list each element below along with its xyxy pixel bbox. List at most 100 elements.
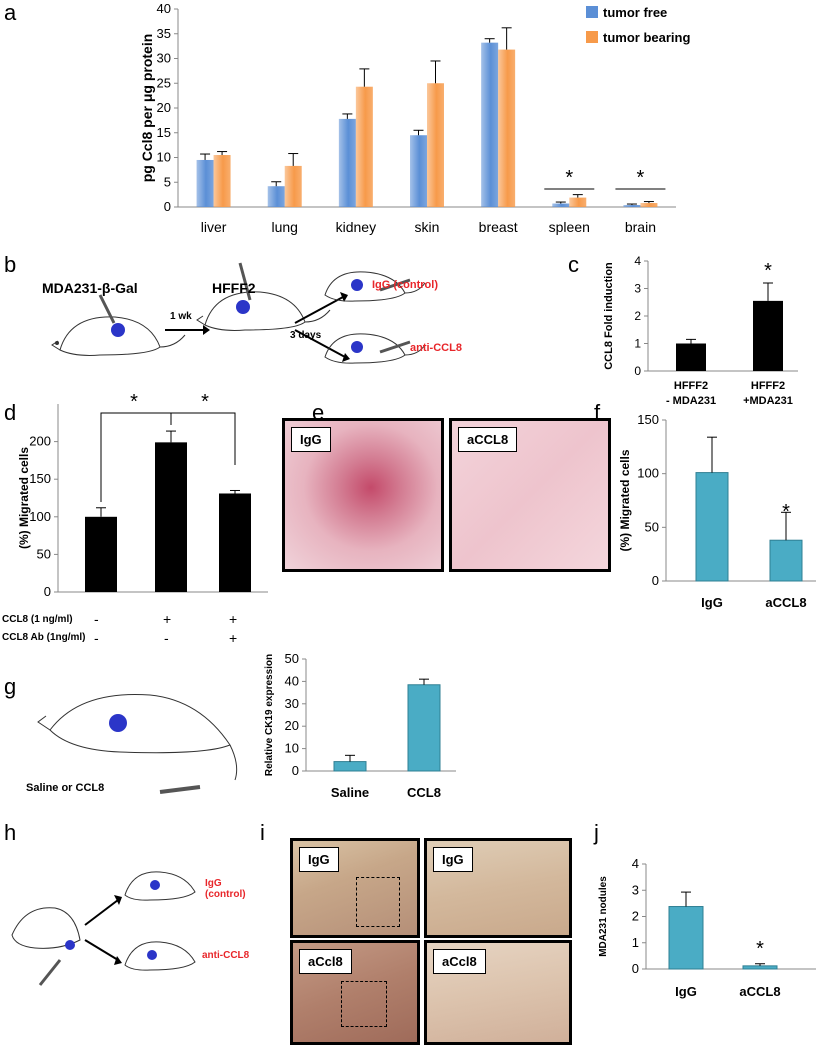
legend-label: tumor bearing <box>603 30 690 45</box>
bar <box>407 684 441 772</box>
x-tick-label: HFFF2 <box>751 380 785 392</box>
syringe-icon <box>98 294 116 324</box>
h-arm-control: IgG (control) <box>205 878 246 900</box>
bar-tumor-free <box>552 203 570 207</box>
y-tick-label: 2 <box>634 309 641 323</box>
bar <box>155 442 187 592</box>
significance-star: * <box>130 391 138 413</box>
panel-letter-g: g <box>4 674 17 699</box>
bar-tumor-bearing <box>640 203 658 207</box>
significance-star: * <box>201 391 209 413</box>
image-label: IgG <box>299 847 339 872</box>
chart-a: 0 5 10 15 20 25 30 35 40 pg Ccl8 per μg protein li… <box>139 1 690 235</box>
syringe-icon <box>379 278 411 292</box>
x-tick-label: breast <box>479 219 518 235</box>
d-row2-label: CCL8 Ab (1ng/ml) <box>2 632 86 643</box>
arm-control-label: IgG (control) <box>372 279 438 291</box>
panel-letter-i: i <box>260 820 265 845</box>
bar <box>753 300 783 371</box>
mouse-icon <box>11 907 81 949</box>
mouse-icon <box>51 316 186 356</box>
step2-label: 3 days <box>290 330 322 341</box>
zoom-box <box>356 877 400 927</box>
arrow-icon <box>84 939 119 961</box>
tumor-icon <box>109 714 127 732</box>
y-tick-label: 150 <box>637 412 659 427</box>
y-tick-label: 4 <box>634 254 641 268</box>
y-tick-label: 0 <box>292 763 299 778</box>
panel-letter-j: j <box>594 820 599 845</box>
y-tick-label: 30 <box>285 696 299 711</box>
d-row1-val3: + <box>229 611 238 627</box>
panel-letter-h: h <box>4 820 17 845</box>
syringe-icon <box>238 262 252 301</box>
y-tick-label: 40 <box>285 673 299 688</box>
x-tick-label: liver <box>201 219 227 235</box>
x-tick-label: aCCL8 <box>739 984 780 999</box>
y-tick-label: 5 <box>164 174 171 189</box>
bar <box>676 343 706 371</box>
x-tick-label: CCL8 <box>407 785 441 800</box>
mouse-icon <box>37 693 238 781</box>
significance-bracket <box>170 412 236 465</box>
significance-star: * <box>637 167 645 189</box>
image-label: IgG <box>433 847 473 872</box>
bar-tumor-bearing <box>498 49 516 208</box>
y-tick-label: 1 <box>632 935 639 950</box>
image-label: IgG <box>291 427 331 452</box>
x-tick-label: aCCL8 <box>765 595 806 610</box>
x-tick-label: IgG <box>675 984 697 999</box>
bar-tumor-bearing <box>427 83 444 207</box>
d-row1-val1: - <box>94 611 99 627</box>
y-tick-label: 0 <box>44 584 51 599</box>
legend-swatch <box>586 31 598 43</box>
y-tick-label: 25 <box>157 75 171 90</box>
bar-tumor-free <box>410 135 427 207</box>
y-tick-label: 200 <box>29 434 51 449</box>
panel-h-schematic: IgG (control) anti-CCL8 <box>0 840 260 990</box>
bar <box>219 493 251 592</box>
y-tick-label: 10 <box>157 150 171 165</box>
y-tick-label: 150 <box>29 471 51 486</box>
x-tick-label: kidney <box>336 219 376 235</box>
tumor-icon <box>351 279 363 291</box>
bar <box>668 906 704 970</box>
bar <box>85 516 117 592</box>
panel-letter-a: a <box>4 0 17 25</box>
y-axis-label: CCL8 Fold induction <box>603 262 615 370</box>
arrow-icon <box>294 296 344 324</box>
tumor-icon <box>147 950 157 960</box>
tumor-icon <box>236 300 250 314</box>
mouse-icon <box>324 271 426 302</box>
y-tick-label: 3 <box>634 282 641 296</box>
mouse-icon <box>124 871 196 901</box>
bar-tumor-free <box>623 205 641 207</box>
panel-b-schematic: MDA231-β-Gal HFFF2 1 wk 3 days IgG (cont… <box>0 255 560 395</box>
d-row2-val1: - <box>94 630 99 646</box>
x-tick-label: - MDA231 <box>666 395 716 407</box>
x-tick-label: spleen <box>549 219 590 235</box>
y-tick-label: 0 <box>632 961 639 976</box>
d-row2-val2: - <box>164 630 169 646</box>
bar-tumor-bearing <box>284 165 302 207</box>
significance-star: * <box>764 260 772 282</box>
whole-mount-image-igg-high: IgG <box>424 838 572 938</box>
bar <box>695 472 729 582</box>
syringe-icon <box>379 340 411 354</box>
panel-letter-d: d <box>4 400 17 425</box>
y-tick-label: 0 <box>634 364 641 378</box>
image-label: aCcl8 <box>299 949 352 974</box>
d-row2-val3: + <box>229 630 238 646</box>
image-label: aCcl8 <box>433 949 486 974</box>
bar-tumor-free <box>481 42 499 207</box>
bar-tumor-bearing <box>569 197 587 207</box>
y-axis-label: pg Ccl8 per μg protein <box>139 34 155 183</box>
y-tick-label: 100 <box>637 466 659 481</box>
y-tick-label: 30 <box>157 51 171 66</box>
cell-line-label: MDA231-β-Gal <box>42 280 138 296</box>
